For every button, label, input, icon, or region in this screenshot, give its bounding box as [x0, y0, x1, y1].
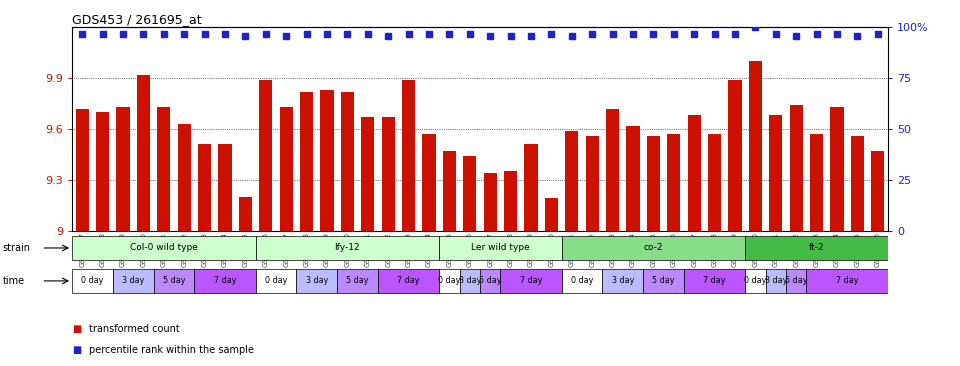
Bar [157, 107, 171, 231]
Text: 7 day: 7 day [214, 276, 236, 285]
Bar [830, 107, 844, 231]
Text: 7 day: 7 day [519, 276, 542, 285]
Text: 3 day: 3 day [305, 276, 328, 285]
Bar [178, 124, 191, 231]
Bar [460, 269, 480, 293]
Bar [504, 171, 517, 231]
Bar [871, 151, 884, 231]
Bar [524, 144, 538, 231]
Bar [565, 131, 579, 231]
Bar [626, 126, 639, 231]
Bar [72, 236, 255, 260]
Bar [443, 151, 456, 231]
Bar [586, 136, 599, 231]
Bar [218, 144, 231, 231]
Bar [667, 134, 681, 231]
Text: 5 day: 5 day [347, 276, 369, 285]
Text: GDS453 / 261695_at: GDS453 / 261695_at [72, 13, 202, 26]
Bar [378, 269, 439, 293]
Bar [337, 269, 378, 293]
Text: 7 day: 7 day [397, 276, 420, 285]
Bar [480, 269, 500, 293]
Bar [769, 115, 782, 231]
Text: time: time [3, 276, 25, 286]
Bar [402, 80, 416, 231]
Text: 0 day: 0 day [744, 276, 767, 285]
Bar [381, 117, 395, 231]
Text: 7 day: 7 day [704, 276, 726, 285]
Text: 5 day: 5 day [653, 276, 675, 285]
Bar [766, 269, 786, 293]
Text: ft-2: ft-2 [808, 243, 825, 253]
Text: 5 day: 5 day [479, 276, 501, 285]
Text: 0 day: 0 day [82, 276, 104, 285]
Text: ■: ■ [72, 344, 82, 355]
Text: 7 day: 7 day [836, 276, 858, 285]
Bar [259, 80, 273, 231]
Bar [484, 173, 497, 231]
Text: 0 day: 0 day [438, 276, 461, 285]
Bar [684, 269, 745, 293]
Text: strain: strain [3, 243, 31, 253]
Bar [708, 134, 721, 231]
Text: 3 day: 3 day [612, 276, 634, 285]
Bar [195, 269, 255, 293]
Bar [116, 107, 130, 231]
Bar [603, 269, 643, 293]
Bar [255, 236, 440, 260]
Text: lfy-12: lfy-12 [335, 243, 360, 253]
Text: 5 day: 5 day [785, 276, 807, 285]
Bar [297, 269, 337, 293]
Bar [72, 269, 113, 293]
Text: Ler wild type: Ler wild type [471, 243, 530, 253]
Bar [562, 236, 745, 260]
Bar [806, 269, 888, 293]
Text: co-2: co-2 [643, 243, 663, 253]
Bar [810, 134, 824, 231]
Bar [745, 269, 766, 293]
Bar [154, 269, 195, 293]
Text: 5 day: 5 day [163, 276, 185, 285]
Bar [440, 236, 562, 260]
Bar [500, 269, 562, 293]
Bar [198, 144, 211, 231]
Bar [745, 236, 888, 260]
Bar [606, 109, 619, 231]
Bar [361, 117, 374, 231]
Bar [96, 112, 109, 231]
Text: 3 day: 3 day [459, 276, 481, 285]
Bar [321, 90, 334, 231]
Bar [440, 269, 460, 293]
Bar [687, 115, 701, 231]
Text: 3 day: 3 day [122, 276, 144, 285]
Bar [789, 105, 803, 231]
Bar [239, 197, 252, 231]
Bar [113, 269, 154, 293]
Text: Col-0 wild type: Col-0 wild type [130, 243, 198, 253]
Bar [279, 107, 293, 231]
Text: percentile rank within the sample: percentile rank within the sample [89, 344, 254, 355]
Bar [544, 198, 558, 231]
Bar [851, 136, 864, 231]
Bar [562, 269, 603, 293]
Bar [729, 80, 742, 231]
Bar [422, 134, 436, 231]
Text: 0 day: 0 day [571, 276, 593, 285]
Bar [643, 269, 684, 293]
Text: transformed count: transformed count [89, 324, 180, 335]
Bar [647, 136, 660, 231]
Bar [136, 75, 150, 231]
Text: 3 day: 3 day [764, 276, 787, 285]
Bar [786, 269, 806, 293]
Text: 0 day: 0 day [265, 276, 287, 285]
Bar [300, 92, 313, 231]
Bar [749, 61, 762, 231]
Bar [76, 109, 89, 231]
Bar [255, 269, 297, 293]
Bar [463, 156, 476, 231]
Text: ■: ■ [72, 324, 82, 335]
Bar [341, 92, 354, 231]
